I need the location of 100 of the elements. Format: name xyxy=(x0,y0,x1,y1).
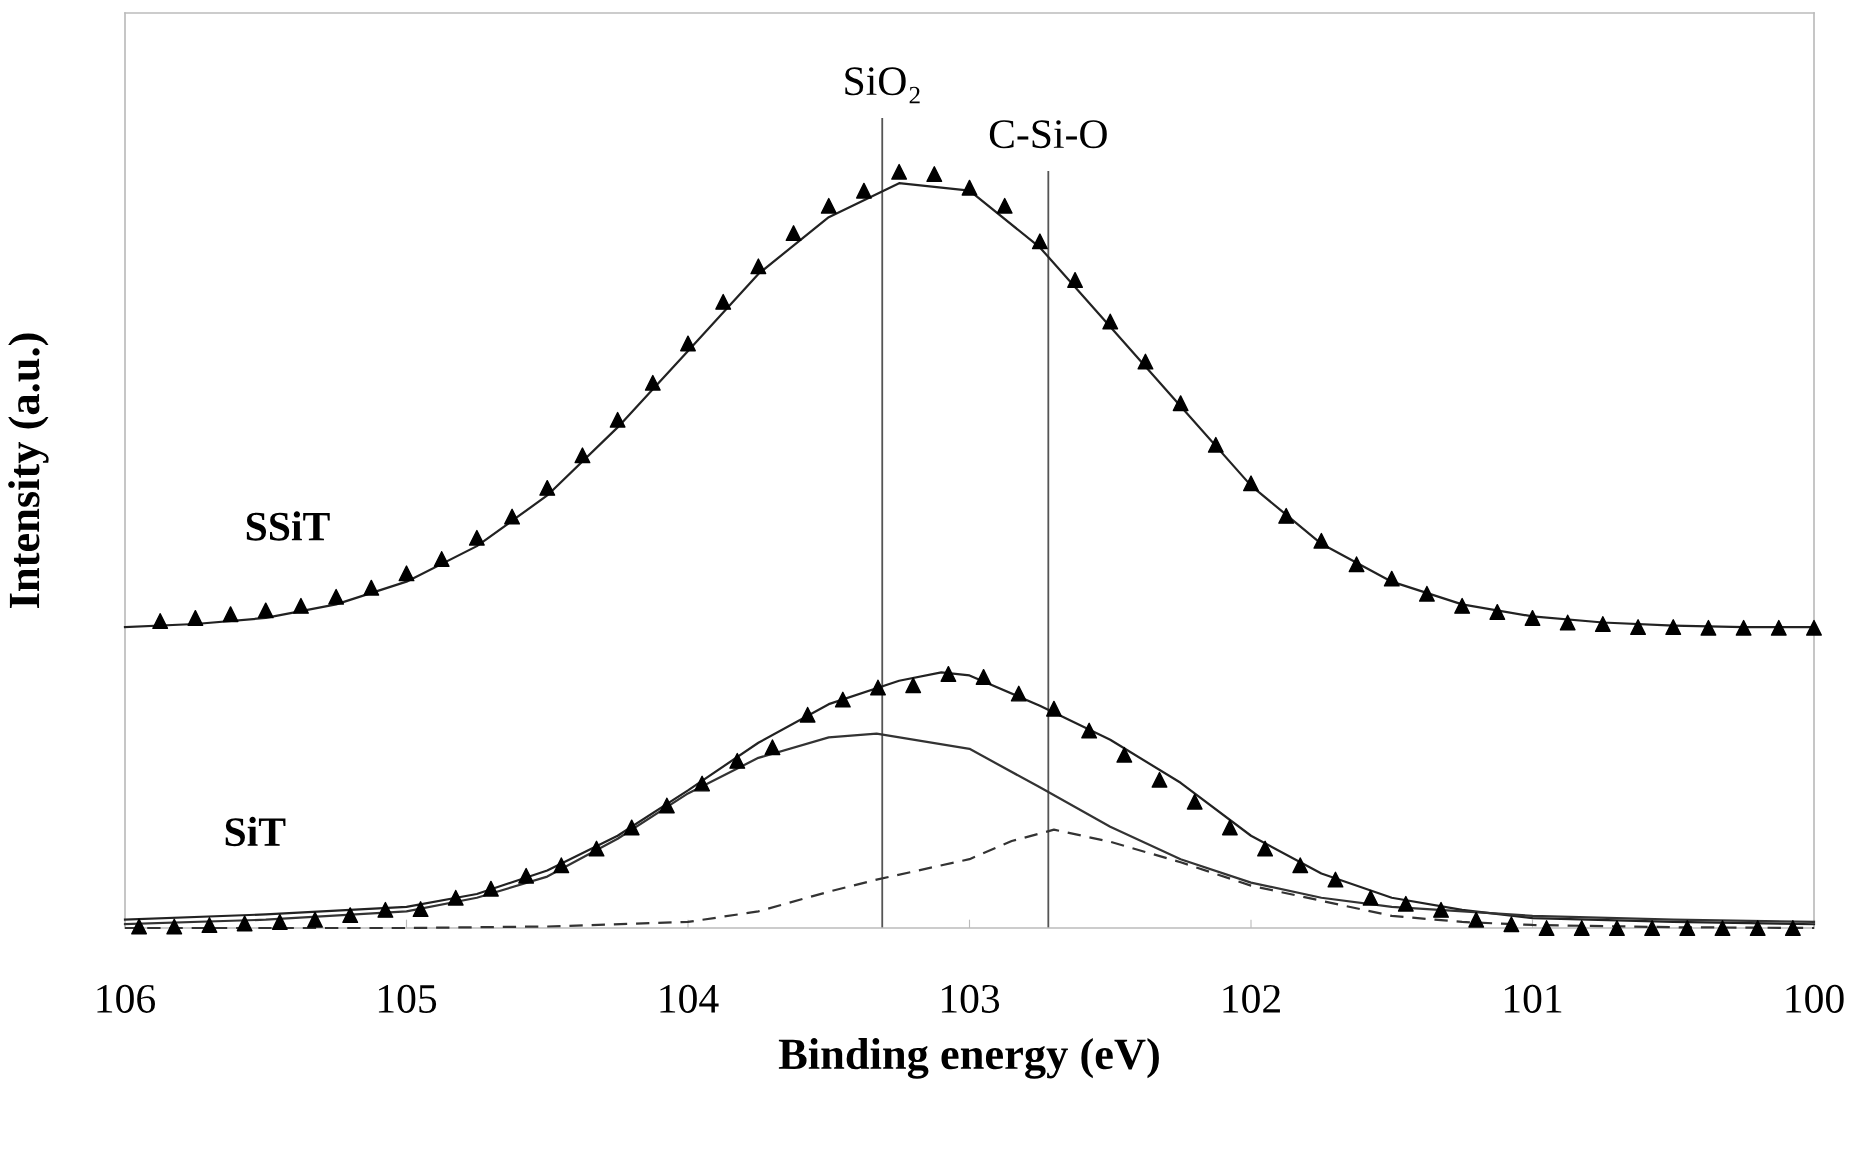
point xyxy=(1454,597,1471,614)
point xyxy=(1573,920,1590,936)
point xyxy=(834,691,851,708)
point xyxy=(398,565,415,582)
point xyxy=(1383,570,1400,587)
point xyxy=(1489,603,1506,620)
point xyxy=(1292,857,1309,874)
point xyxy=(574,447,591,464)
ref-line-label: SiO₂ xyxy=(845,67,920,104)
point xyxy=(729,752,746,769)
point xyxy=(504,508,521,525)
series-label: SSiT xyxy=(246,511,330,541)
point xyxy=(1784,920,1801,936)
point xyxy=(1468,911,1485,928)
point xyxy=(363,579,380,596)
point xyxy=(1257,840,1274,857)
point xyxy=(433,550,450,567)
point xyxy=(1243,475,1259,492)
point xyxy=(236,915,253,932)
x-tick-label: 101 xyxy=(1504,984,1562,1013)
point xyxy=(1714,920,1731,936)
point xyxy=(785,225,802,242)
point xyxy=(1362,889,1379,906)
point xyxy=(1665,619,1682,636)
point xyxy=(1679,920,1696,936)
point xyxy=(1644,920,1661,936)
point xyxy=(870,679,886,696)
point xyxy=(166,918,183,935)
y-axis-title: Intensity (a.u.) xyxy=(8,333,49,608)
point xyxy=(1067,271,1084,288)
point xyxy=(1081,722,1098,739)
point xyxy=(1348,556,1365,573)
point xyxy=(1418,585,1435,602)
point xyxy=(307,911,323,928)
point xyxy=(609,411,626,428)
point xyxy=(468,529,485,546)
point xyxy=(482,880,499,897)
point xyxy=(1397,895,1414,912)
point xyxy=(377,901,394,918)
point xyxy=(764,739,781,756)
x-axis-title: Binding energy (eV) xyxy=(778,1038,1159,1079)
point xyxy=(1045,700,1062,717)
point xyxy=(926,166,943,183)
point xyxy=(1327,871,1344,888)
point xyxy=(1770,619,1787,636)
point xyxy=(518,867,535,884)
point xyxy=(1700,619,1717,636)
point xyxy=(1207,436,1224,453)
point xyxy=(187,609,204,626)
point xyxy=(1116,746,1133,763)
point xyxy=(855,182,872,199)
point xyxy=(975,668,992,685)
series-label: SiT xyxy=(225,816,286,847)
point xyxy=(412,901,429,918)
point xyxy=(940,665,957,682)
point xyxy=(1538,920,1555,936)
point xyxy=(447,889,464,906)
point xyxy=(891,163,908,180)
point xyxy=(750,258,767,275)
point xyxy=(1608,920,1625,936)
point xyxy=(1559,614,1576,631)
point xyxy=(1102,313,1119,330)
point xyxy=(131,918,148,935)
point xyxy=(1186,793,1203,810)
point xyxy=(1221,819,1238,836)
point xyxy=(1010,685,1027,702)
x-tick-label: 106 xyxy=(97,984,156,1013)
x-tick-label: 104 xyxy=(660,984,719,1013)
point xyxy=(1806,619,1822,636)
point xyxy=(328,588,345,605)
x-tick-label: 100 xyxy=(1786,984,1844,1013)
point xyxy=(961,179,978,196)
point xyxy=(271,913,288,930)
point xyxy=(539,479,556,496)
point xyxy=(905,677,922,694)
point xyxy=(1749,920,1766,936)
point xyxy=(553,857,570,874)
point xyxy=(1433,901,1449,918)
point xyxy=(1313,532,1330,549)
point xyxy=(1137,353,1154,370)
point xyxy=(222,606,239,623)
point xyxy=(257,602,274,619)
point xyxy=(1172,395,1189,412)
point xyxy=(623,819,640,836)
point xyxy=(1524,609,1541,626)
point xyxy=(1278,507,1295,524)
point xyxy=(201,916,218,933)
point xyxy=(152,613,169,629)
point xyxy=(1735,619,1752,636)
point xyxy=(680,335,696,352)
point xyxy=(588,840,605,857)
point xyxy=(292,597,309,614)
point xyxy=(715,293,732,310)
point xyxy=(799,706,816,723)
point xyxy=(694,775,711,792)
point xyxy=(1031,233,1048,250)
point xyxy=(1503,916,1520,933)
ref-line-label: C-Si-O xyxy=(989,120,1107,149)
point xyxy=(644,374,661,391)
point xyxy=(820,197,837,214)
